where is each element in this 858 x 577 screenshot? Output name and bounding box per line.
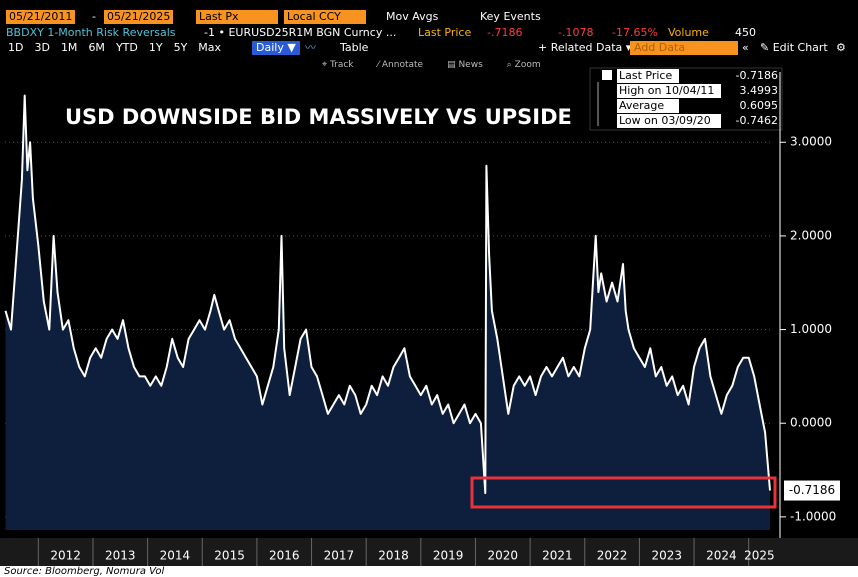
x-tick-label: 2023 (651, 549, 682, 563)
table-button[interactable]: Table (340, 41, 369, 54)
period-button[interactable]: YTD (115, 41, 138, 54)
highlight-box (470, 476, 777, 509)
legend-value: 3.4993 (740, 84, 779, 97)
tool[interactable]: ⁄ Annotate (377, 60, 424, 70)
tool[interactable]: ▤ News (447, 60, 483, 70)
x-tick-label: 2014 (160, 549, 191, 563)
period-button[interactable]: 6M (88, 41, 105, 54)
line (4, 94, 771, 495)
y-tick-label: 1.0000 (790, 322, 832, 336)
legend-value: -0.7186 (736, 69, 778, 82)
legend-label-bg (617, 114, 721, 128)
edit-chart[interactable]: ✎ Edit Chart (760, 41, 828, 54)
legend-label: Last Price (619, 69, 672, 82)
x-tick-label: 2019 (433, 549, 464, 563)
period-button[interactable]: 1D (8, 41, 24, 54)
last-price-tag (784, 480, 840, 501)
related-data[interactable]: + Related Data ▾ (538, 41, 632, 54)
toolbar: 05/21/2011 - 05/21/2025 Last Px Local CC… (0, 0, 858, 72)
legend-label: Low on 03/09/20 (619, 114, 711, 127)
period-button[interactable]: Max (198, 41, 222, 54)
period-button[interactable]: 3D (34, 41, 50, 54)
currency[interactable]: Local CCY (284, 10, 366, 24)
change-pct: -17.65% (612, 26, 658, 39)
tool-label: Track (329, 60, 354, 70)
edit-chart-label: Edit Chart (772, 41, 828, 54)
x-tick-label: 2020 (488, 549, 519, 563)
x-tick-label: 2015 (214, 549, 245, 563)
source: Source: Bloomberg, Nomura Vol (4, 566, 165, 577)
tool-label: Zoom (514, 60, 541, 70)
x-tick-label: 2012 (50, 549, 81, 563)
period-button[interactable]: 5Y (173, 41, 188, 54)
x-tick-label: 2024 (706, 549, 737, 563)
change: -.1078 (558, 26, 594, 39)
chart-title: USD DOWNSIDE BID MASSIVELY VS UPSIDE (65, 105, 572, 129)
periods: 1D 3D 1M 6M YTD 1Y 5Y Max (8, 41, 221, 55)
legend-label: Average (619, 99, 664, 112)
security-name: BBDXY 1-Month Risk Reversals (6, 26, 176, 39)
legend-label-bg (617, 84, 721, 98)
period-button[interactable]: 1M (60, 41, 78, 54)
volume-label: Volume (668, 26, 709, 39)
y-tick-label: 0.0000 (790, 416, 832, 430)
last-price: -.7186 (487, 26, 523, 39)
x-tick-label: 2021 (542, 549, 573, 563)
x-axis-band (0, 538, 858, 566)
y-tick-label: 2.0000 (790, 228, 832, 242)
key-events[interactable]: Key Events (480, 10, 541, 23)
last-price-label: Last Price (418, 26, 472, 39)
period-button[interactable]: 1Y (148, 41, 163, 54)
chart-icon[interactable]: 〰 (305, 41, 316, 54)
x-tick-label: 2022 (597, 549, 628, 563)
ticker: -1 • EURUSD25R1M BGN Curncy ... (204, 26, 397, 39)
legend-swatch (602, 70, 612, 80)
legend-label-bg (617, 69, 679, 83)
tool-label: News (458, 60, 483, 70)
date-sep: - (92, 10, 96, 23)
last-price-tag-label: -0.7186 (789, 483, 835, 497)
area (5, 95, 770, 530)
legend-label: High on 10/04/11 (619, 84, 714, 97)
volume: 450 (735, 26, 756, 39)
x-tick-label: 2025 (744, 549, 775, 563)
x-tick-label: 2018 (378, 549, 409, 563)
end-date[interactable]: 05/21/2025 (104, 10, 174, 24)
tool-label: Annotate (381, 60, 424, 70)
field[interactable]: Last Px (196, 10, 278, 24)
legend-value: 0.6095 (740, 99, 779, 112)
start-date[interactable]: 05/21/2011 (6, 10, 76, 24)
legend-label-bg (617, 99, 679, 113)
mov-avgs[interactable]: Mov Avgs (386, 10, 439, 23)
tool[interactable]: ⌕ Zoom (506, 60, 541, 70)
collapse[interactable]: « (742, 41, 749, 54)
legend-value: -0.7462 (736, 114, 778, 127)
x-tick-label: 2017 (324, 549, 355, 563)
x-tick-label: 2016 (269, 549, 300, 563)
y-tick-label: -1.0000 (790, 509, 836, 523)
frequency[interactable]: Daily ▼ (252, 41, 300, 55)
settings-icon[interactable]: ⚙ (836, 41, 846, 54)
x-tick-label: 2013 (105, 549, 136, 563)
add-data[interactable]: Add Data (630, 41, 738, 55)
y-tick-label: 3.0000 (790, 135, 832, 149)
tools: ⌖ Track ⁄ Annotate ▤ News ⌕ Zoom (322, 58, 541, 72)
tool[interactable]: ⌖ Track (322, 60, 354, 70)
